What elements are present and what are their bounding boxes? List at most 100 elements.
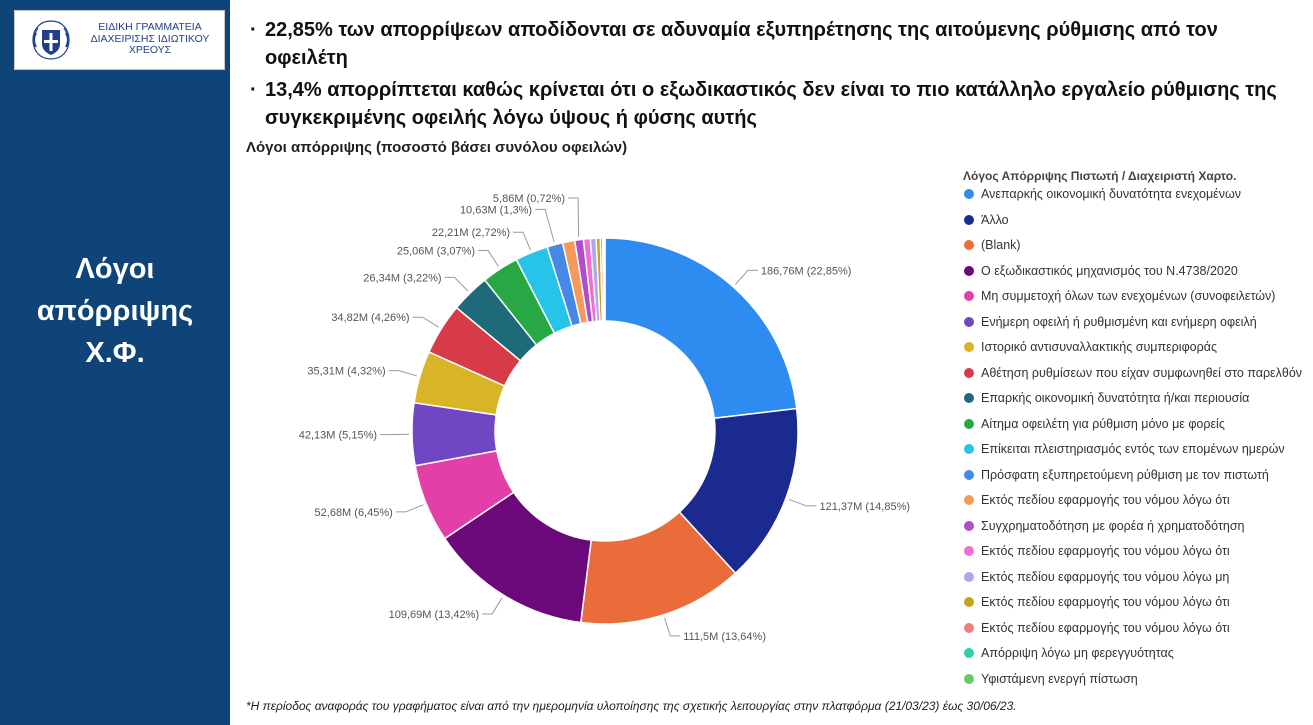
legend-item[interactable]: Ενήμερη οφειλή ή ρυθμισμένη και ενήμερη … bbox=[963, 315, 1308, 341]
data-label-leader bbox=[788, 498, 817, 507]
data-label: 186,76M (22,85%) bbox=[761, 265, 852, 277]
legend-item[interactable]: Εκτός πεδίου εφαρμογής του νόμου λόγω ότ… bbox=[963, 493, 1308, 519]
legend-item[interactable]: Επαρκής οικονομική δυνατότητα ή/και περι… bbox=[963, 391, 1308, 417]
legend-swatch bbox=[964, 520, 974, 531]
legend-swatch bbox=[964, 648, 974, 658]
legend-swatch bbox=[964, 189, 974, 199]
legend-swatch bbox=[964, 571, 974, 582]
legend-swatch bbox=[964, 214, 974, 225]
legend-swatch bbox=[964, 597, 974, 607]
data-label-leader bbox=[568, 197, 580, 237]
data-label: 25,06M (3,07%) bbox=[397, 246, 475, 258]
organization-name: ΕΙΔΙΚΗ ΓΡΑΜΜΑΤΕΙΑ ΔΙΑΧΕΙΡΙΣΗΣ ΙΔΙΩΤΙΚΟΥ … bbox=[79, 21, 221, 57]
legend-swatch bbox=[964, 367, 974, 378]
data-label: 42,13M (5,15%) bbox=[299, 430, 377, 442]
data-label: 121,37M (14,85%) bbox=[820, 501, 911, 513]
key-findings: · 22,85% των απορρίψεων αποδίδονται σε α… bbox=[250, 16, 1300, 136]
legend-item[interactable]: Μη συμμετοχή όλων των ενεχομένων (συνοφε… bbox=[963, 289, 1308, 315]
data-label: 109,69M (13,42%) bbox=[389, 609, 480, 621]
legend-swatch bbox=[964, 393, 974, 403]
section-title-line: απόρριψης bbox=[36, 295, 194, 327]
legend-item[interactable]: Υφιστάμενη ενεργή πίστωση bbox=[963, 672, 1308, 698]
legend-label: Μη συμμετοχή όλων των ενεχομένων (συνοφε… bbox=[981, 289, 1276, 303]
organization-logo: ΕΙΔΙΚΗ ΓΡΑΜΜΑΤΕΙΑ ΔΙΑΧΕΙΡΙΣΗΣ ΙΔΙΩΤΙΚΟΥ … bbox=[14, 10, 225, 70]
legend-item[interactable]: Εκτός πεδίου εφαρμογής του νόμου λόγω ότ… bbox=[963, 621, 1308, 647]
legend-label: Εκτός πεδίου εφαρμογής του νόμου λόγω ότ… bbox=[981, 493, 1230, 507]
data-label-leader bbox=[664, 617, 681, 637]
legend-label: (Blank) bbox=[981, 238, 1021, 252]
legend-swatch bbox=[964, 622, 974, 633]
legend-label: Επαρκής οικονομική δυνατότητα ή/και περι… bbox=[981, 391, 1250, 405]
legend-swatch bbox=[964, 265, 974, 276]
legend-label: Επίκειται πλειστηριασμός εντός των επομέ… bbox=[981, 442, 1285, 456]
data-label-leader bbox=[513, 231, 531, 250]
legend-swatch bbox=[964, 240, 974, 250]
legend-label: Αίτημα οφειλέτη για ρύθμιση μόνο με φορε… bbox=[981, 416, 1225, 431]
legend-label: Υφιστάμενη ενεργή πίστωση bbox=[981, 671, 1138, 686]
bullet-marker: · bbox=[250, 79, 257, 101]
data-label: 10,63M (1,3%) bbox=[460, 204, 532, 216]
finding-text: 13,4% απορρίπτεται καθώς κρίνεται ότι ο … bbox=[265, 79, 1277, 129]
legend-swatch bbox=[964, 673, 974, 684]
data-label-leader bbox=[395, 504, 424, 513]
legend-item[interactable]: Εκτός πεδίου εφαρμογής του νόμου λόγω ότ… bbox=[963, 595, 1308, 621]
legend-item[interactable]: Απόρριψη λόγω μη φερεγγυότητας bbox=[963, 646, 1308, 672]
chart-legend: Λόγος Απόρριψης Πιστωτή / Διαχειριστή Χα… bbox=[963, 166, 1308, 697]
data-label: 5,86M (0,72%) bbox=[493, 193, 565, 205]
legend-label: Πρόσφατη εξυπηρετούμενη ρύθμιση με τον π… bbox=[981, 467, 1269, 482]
data-label-leader bbox=[535, 208, 555, 242]
finding-bullet: · 13,4% απορρίπτεται καθώς κρίνεται ότι … bbox=[250, 76, 1300, 132]
legend-swatch bbox=[964, 495, 974, 505]
legend-swatch bbox=[964, 444, 974, 454]
legend-item[interactable]: (Blank) bbox=[963, 238, 1308, 264]
legend-label: Ο εξωδικαστικός μηχανισμός του Ν.4738/20… bbox=[981, 263, 1238, 278]
bullet-marker: · bbox=[250, 19, 257, 41]
legend-label: Αθέτηση ρυθμίσεων που είχαν συμφωνηθεί σ… bbox=[981, 365, 1303, 380]
section-title-line: Χ.Φ. bbox=[85, 337, 145, 369]
legend-item[interactable]: Ανεπαρκής οικονομική δυνατότητα ενεχομέν… bbox=[963, 187, 1308, 213]
legend-item[interactable]: Συγχρηματοδότηση με φορέα ή χρηματοδότησ… bbox=[963, 519, 1308, 545]
footnote: *Η περίοδος αναφοράς του γραφήματος είνα… bbox=[246, 699, 1017, 713]
legend-title: Λόγος Απόρριψης Πιστωτή / Διαχειριστή Χα… bbox=[963, 169, 1237, 183]
legend-item[interactable]: Πρόσφατη εξυπηρετούμενη ρύθμιση με τον π… bbox=[963, 468, 1308, 494]
data-label: 52,68M (6,45%) bbox=[315, 507, 393, 519]
legend-label: Ανεπαρκής οικονομική δυνατότητα ενεχομέν… bbox=[981, 187, 1241, 201]
legend-swatch bbox=[964, 342, 974, 352]
legend-swatch bbox=[964, 418, 974, 429]
legend-item[interactable]: Ο εξωδικαστικός μηχανισμός του Ν.4738/20… bbox=[963, 264, 1308, 290]
legend-item[interactable]: Αθέτηση ρυθμίσεων που είχαν συμφωνηθεί σ… bbox=[963, 366, 1308, 392]
data-label-leader bbox=[478, 250, 499, 267]
legend-swatch bbox=[964, 291, 974, 301]
legend-swatch bbox=[964, 546, 974, 556]
data-label-leader bbox=[388, 370, 418, 377]
donut-slice[interactable] bbox=[603, 237, 606, 322]
donut-slice[interactable] bbox=[604, 237, 798, 420]
data-label: 35,31M (4,32%) bbox=[307, 366, 385, 378]
legend-label: Απόρριψη λόγω μη φερεγγυότητας bbox=[981, 646, 1174, 660]
legend-item[interactable]: Ιστορικό αντισυναλλακτικής συμπεριφοράς bbox=[963, 340, 1308, 366]
legend-label: Εκτός πεδίου εφαρμογής του νόμου λόγω ότ… bbox=[981, 620, 1230, 635]
legend-swatch bbox=[964, 316, 974, 327]
legend-item[interactable]: Επίκειται πλειστηριασμός εντός των επομέ… bbox=[963, 442, 1308, 468]
sidebar-panel: Λόγοι απόρριψης Χ.Φ. bbox=[0, 0, 230, 725]
data-label-leader bbox=[734, 269, 758, 285]
legend-label: Άλλο bbox=[981, 212, 1009, 227]
legend-label: Συγχρηματοδότηση με φορέα ή χρηματοδότησ… bbox=[981, 518, 1245, 533]
legend-item[interactable]: Αίτημα οφειλέτη για ρύθμιση μόνο με φορε… bbox=[963, 417, 1308, 443]
data-label-leader bbox=[444, 276, 469, 292]
legend-label: Εκτός πεδίου εφαρμογής του νόμου λόγω μη bbox=[981, 569, 1230, 584]
legend-label: Εκτός πεδίου εφαρμογής του νόμου λόγω ότ… bbox=[981, 544, 1230, 558]
section-title-line: Λόγοι bbox=[75, 253, 155, 285]
section-title: Λόγοι απόρριψης Χ.Φ. bbox=[0, 248, 230, 374]
legend-item[interactable]: Εκτός πεδίου εφαρμογής του νόμου λόγω ότ… bbox=[963, 544, 1308, 570]
legend-item[interactable]: Εκτός πεδίου εφαρμογής του νόμου λόγω μη bbox=[963, 570, 1308, 596]
legend-item[interactable]: Άλλο bbox=[963, 213, 1308, 239]
organization-name-line: ΕΙΔΙΚΗ ΓΡΑΜΜΑΤΕΙΑ bbox=[98, 21, 202, 33]
organization-name-line: ΔΙΑΧΕΙΡΙΣΗΣ ΙΔΙΩΤΙΚΟΥ bbox=[90, 32, 210, 45]
finding-text: 22,85% των απορρίψεων αποδίδονται σε αδυ… bbox=[265, 19, 1218, 69]
data-label-leader bbox=[482, 597, 503, 615]
legend-label: Εκτός πεδίου εφαρμογής του νόμου λόγω ότ… bbox=[981, 595, 1230, 609]
legend-label: Ιστορικό αντισυναλλακτικής συμπεριφοράς bbox=[981, 340, 1217, 354]
organization-name-line: ΧΡΕΟΥΣ bbox=[128, 44, 172, 56]
donut-chart: 186,76M (22,85%) 121,37M (14,85%) 111,5M (… bbox=[299, 193, 911, 643]
